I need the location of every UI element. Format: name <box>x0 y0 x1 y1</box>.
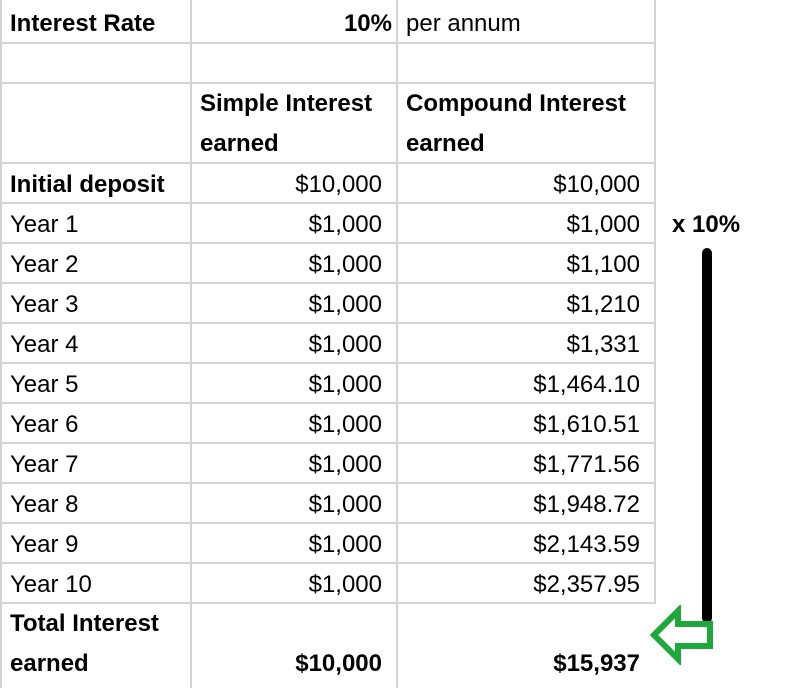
row-label[interactable]: Year 7 <box>10 451 79 478</box>
simple-interest-cell[interactable]: $1,000 <box>308 331 382 358</box>
grid-line <box>0 42 656 44</box>
grid-line <box>0 602 656 604</box>
simple-interest-cell[interactable]: $1,000 <box>308 211 382 238</box>
simple-interest-header[interactable]: Simple Interest earned <box>192 84 396 164</box>
row-label[interactable]: Year 5 <box>10 371 79 398</box>
row-label[interactable]: Year 1 <box>10 211 79 238</box>
simple-interest-cell[interactable]: $1,000 <box>308 571 382 598</box>
compound-interest-header-line2: earned <box>406 130 485 157</box>
compound-interest-cell[interactable]: $2,143.59 <box>533 531 640 558</box>
grid-line <box>654 0 656 604</box>
compound-interest-cell[interactable]: $1,100 <box>566 251 640 278</box>
grid-line <box>0 82 656 84</box>
grid-line <box>0 242 656 244</box>
compound-interest-cell[interactable]: $1,464.10 <box>533 371 640 398</box>
interest-rate-unit[interactable]: per annum <box>406 10 521 37</box>
compound-interest-cell[interactable]: $1,000 <box>566 211 640 238</box>
compound-interest-header[interactable]: Compound Interest earned <box>398 84 654 164</box>
row-label[interactable]: Year 8 <box>10 491 79 518</box>
grid-line <box>0 482 656 484</box>
simple-interest-cell[interactable]: $10,000 <box>295 171 382 198</box>
compound-interest-cell[interactable]: $1,771.56 <box>533 451 640 478</box>
grid-line <box>0 562 656 564</box>
grid-line <box>0 162 656 164</box>
grid-line <box>0 362 656 364</box>
left-arrow-icon <box>650 605 713 665</box>
total-label-line1: Total Interest <box>10 610 159 637</box>
total-simple[interactable]: $10,000 <box>295 650 382 677</box>
grid-line <box>396 0 398 688</box>
arrow-shaft <box>702 248 712 623</box>
compound-interest-cell[interactable]: $1,948.72 <box>533 491 640 518</box>
compound-interest-cell[interactable]: $1,331 <box>566 331 640 358</box>
compound-interest-cell[interactable]: $1,610.51 <box>533 411 640 438</box>
simple-interest-cell[interactable]: $1,000 <box>308 291 382 318</box>
simple-interest-cell[interactable]: $1,000 <box>308 251 382 278</box>
grid-line <box>0 442 656 444</box>
row-label[interactable]: Year 4 <box>10 331 79 358</box>
simple-interest-cell[interactable]: $1,000 <box>308 451 382 478</box>
simple-interest-cell[interactable]: $1,000 <box>308 491 382 518</box>
grid-line <box>0 282 656 284</box>
grid-line <box>0 522 656 524</box>
grid-line <box>190 0 192 688</box>
row-label[interactable]: Initial deposit <box>10 171 165 198</box>
grid-line <box>0 0 2 688</box>
compound-interest-cell[interactable]: $1,210 <box>566 291 640 318</box>
grid-line <box>0 322 656 324</box>
simple-interest-cell[interactable]: $1,000 <box>308 531 382 558</box>
row-label[interactable]: Year 6 <box>10 411 79 438</box>
total-label[interactable]: Total Interest earned <box>2 604 190 684</box>
compound-interest-cell[interactable]: $10,000 <box>553 171 640 198</box>
total-label-line2: earned <box>10 650 89 677</box>
interest-rate-label[interactable]: Interest Rate <box>10 10 156 37</box>
simple-interest-cell[interactable]: $1,000 <box>308 371 382 398</box>
simple-interest-cell[interactable]: $1,000 <box>308 411 382 438</box>
row-label[interactable]: Year 9 <box>10 531 79 558</box>
simple-interest-header-line1: Simple Interest <box>200 90 373 117</box>
total-compound[interactable]: $15,937 <box>553 650 640 677</box>
grid-line <box>0 202 656 204</box>
interest-rate-value[interactable]: 10% <box>343 10 392 37</box>
row-label[interactable]: Year 10 <box>10 571 92 598</box>
multiplier-label: x 10% <box>672 211 741 238</box>
row-label[interactable]: Year 3 <box>10 291 79 318</box>
simple-interest-header-line2: earned <box>200 130 279 157</box>
compound-interest-header-line1: Compound Interest <box>406 90 626 117</box>
row-label[interactable]: Year 2 <box>10 251 79 278</box>
grid-line <box>0 402 656 404</box>
compound-interest-cell[interactable]: $2,357.95 <box>533 571 640 598</box>
